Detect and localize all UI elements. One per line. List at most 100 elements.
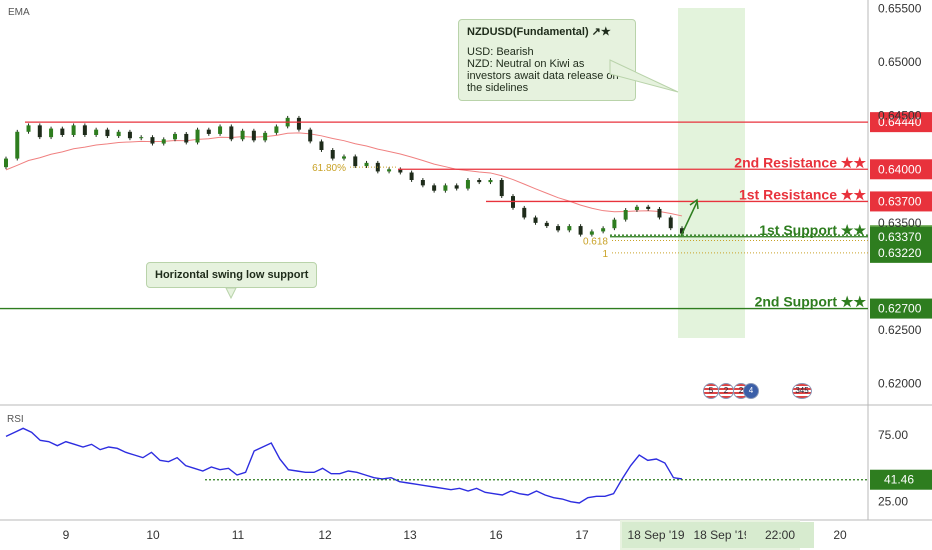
candle-body [634,206,639,210]
swing-low-note: Horizontal swing low support [146,262,318,288]
candle-body [263,132,268,141]
fib-label: 0.618 [583,237,608,248]
candle-body [544,222,549,227]
level-label: 2nd Resistance ★★ [734,154,866,170]
candle-body [601,228,606,232]
candle-body [26,125,31,132]
candle-body [127,131,132,139]
candle-body [657,208,662,218]
y-axis-tick: 0.63500 [878,216,922,230]
x-axis-tick: 13 [403,528,417,542]
y-axis-tick: 0.62500 [878,323,922,337]
candle-body [71,125,76,135]
x-axis-tick: 10 [146,528,160,542]
price-tag [870,159,932,180]
economic-event-marker[interactable]: 345 [792,383,812,399]
x-axis-tick: 12 [318,528,332,542]
price-tag-label: 0.63700 [878,194,922,208]
fundamental-note-title: NZDUSD(Fundamental) ↗★ [467,26,611,38]
candle-body [94,129,99,135]
projection-arrow-head [689,198,699,210]
candle-body [49,128,54,138]
candle-body [477,180,482,183]
candle-body [184,133,189,143]
rsi-line [5,427,683,504]
candle-body [443,185,448,191]
candle-body [4,158,8,168]
x-axis-tick: 9 [63,528,70,542]
rsi-panel-bg [0,405,868,520]
rsi-value-tag [870,469,932,490]
y-axis-tick: 0.65000 [878,55,922,69]
economic-event-marker[interactable]: 5 [703,383,719,399]
x-axis-tick: 18 Sep '19 [693,528,750,542]
candle-body [623,210,628,220]
level-label: 1st Support ★★ [759,222,866,238]
candle-body [578,226,583,235]
candle-body [398,169,403,173]
candle-body [60,128,65,135]
candle-body [229,126,234,140]
price-tag [870,226,932,247]
candle-body [612,219,617,229]
candle-body [680,228,684,234]
economic-event-marker[interactable]: 2 [718,383,734,399]
price-tag [870,112,932,133]
candle-body [353,156,358,167]
x-axis-highlight [622,522,690,548]
candle-body [432,185,437,191]
candle-body [533,217,538,223]
price-tag-label: 0.64000 [878,162,922,176]
x-axis-tick: 17 [575,528,589,542]
price-tag-label: 0.63220 [878,246,922,260]
price-tag-label: 0.62700 [878,302,922,316]
candle-body [567,226,572,231]
rsi-axis-tick: 25.00 [878,495,908,509]
fundamental-note-line-usd: USD: Bearish [467,46,534,58]
fundamental-note: NZDUSD(Fundamental) ↗★ USD: Bearish NZD:… [458,19,636,101]
candle-body [668,217,673,229]
projection-zone [678,8,745,338]
price-tag-label: 0.63370 [878,230,922,244]
candle-body [218,126,223,134]
fib-label: 1 [602,249,608,260]
fundamental-note-line-nzd: NZD: Neutral on Kiwi as investors await … [467,58,619,94]
projection-arrow [680,201,698,237]
candle-body [454,185,459,189]
candle-body [37,125,42,138]
price-tag-label: 0.64440 [878,115,922,129]
rsi-indicator-label[interactable]: RSI [7,414,24,425]
candle-body [522,207,527,218]
candle-body [308,129,313,142]
candle-body [488,180,493,183]
y-axis-tick: 0.62000 [878,377,922,391]
price-tag [870,298,932,319]
candle-body [116,131,121,137]
x-axis-tick: 22:00 [765,528,795,542]
rsi-value-label: 41.46 [884,473,914,487]
candle-body [82,125,87,135]
candle-body [195,129,200,143]
candle-body [161,139,166,144]
economic-event-marker[interactable]: 4 [743,383,759,399]
candle-body [206,129,211,134]
candle-body [330,150,335,159]
y-axis-tick: 0.64500 [878,109,922,123]
candle-body [556,226,561,231]
candle-body [342,156,346,159]
candle-body [173,133,177,140]
candle-body [319,141,324,150]
ema-indicator-label[interactable]: EMA [8,7,30,18]
candle-body [139,137,144,139]
x-axis-highlight [746,522,814,548]
price-tag [870,242,932,263]
candle-body [240,130,245,140]
candle-body [387,169,392,172]
candle-body [296,117,301,130]
candle-body [105,129,110,137]
candle-body [589,231,594,235]
candle-body [646,206,651,209]
candle-body [420,180,425,186]
candle-body [465,180,470,189]
x-axis-tick: 11 [232,528,245,542]
